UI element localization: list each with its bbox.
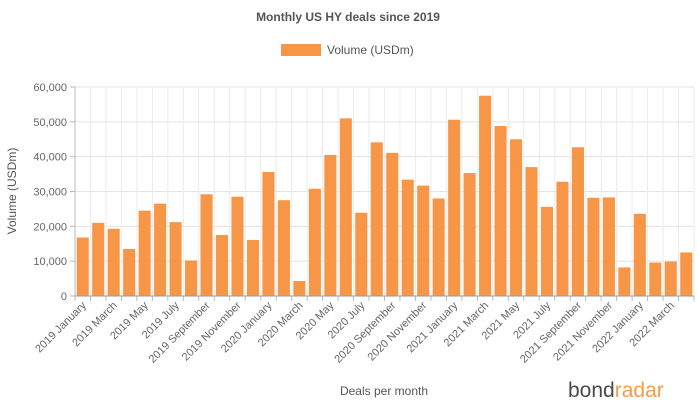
bar[interactable]	[324, 154, 337, 296]
bar[interactable]	[308, 188, 321, 296]
bar[interactable]	[355, 212, 368, 296]
bar[interactable]	[587, 197, 600, 296]
bar[interactable]	[138, 210, 151, 296]
bar[interactable]	[510, 139, 523, 296]
bar[interactable]	[386, 152, 399, 296]
legend-label: Volume (USDm)	[327, 43, 414, 57]
bar[interactable]	[417, 185, 430, 296]
bar[interactable]	[571, 147, 584, 296]
grid	[74, 86, 695, 297]
svg-text:bondradar: bondradar	[568, 379, 664, 402]
bar[interactable]	[401, 179, 414, 296]
bar[interactable]	[494, 126, 507, 296]
bar[interactable]	[479, 95, 492, 296]
bar[interactable]	[463, 173, 476, 296]
logo-part-bond: bond	[568, 379, 615, 402]
bar[interactable]	[680, 252, 693, 296]
legend-swatch	[281, 44, 321, 56]
logo-part-radar: radar	[615, 379, 664, 402]
bar[interactable]	[339, 118, 352, 296]
y-tick-label: 50,000	[33, 117, 67, 129]
bar[interactable]	[618, 267, 631, 296]
bar[interactable]	[76, 237, 89, 296]
y-tick-label: 30,000	[33, 187, 67, 199]
legend[interactable]: Volume (USDm)	[281, 43, 414, 57]
bar[interactable]	[370, 142, 383, 296]
bar[interactable]	[231, 196, 244, 296]
bar[interactable]	[185, 260, 198, 296]
y-tick-label: 40,000	[33, 152, 67, 164]
x-axis-title: Deals per month	[340, 384, 428, 398]
bar[interactable]	[293, 281, 306, 296]
bar[interactable]	[215, 235, 229, 296]
bar[interactable]	[525, 167, 538, 296]
bar[interactable]	[200, 194, 213, 296]
bar[interactable]	[246, 239, 259, 296]
bar[interactable]	[556, 181, 569, 296]
bar[interactable]	[448, 119, 461, 296]
y-tick-label: 10,000	[33, 256, 67, 268]
y-tick-label: 0	[61, 291, 67, 303]
bar[interactable]	[92, 222, 105, 296]
y-tick-label: 20,000	[33, 221, 67, 233]
bar[interactable]	[277, 200, 290, 296]
chart-title: Monthly US HY deals since 2019	[256, 10, 440, 24]
bar[interactable]	[602, 197, 615, 296]
bar[interactable]	[154, 203, 167, 296]
bar[interactable]	[540, 206, 554, 296]
bar[interactable]	[649, 262, 662, 296]
bars	[76, 95, 693, 296]
bar[interactable]	[633, 213, 646, 296]
y-axis-title: Volume (USDm)	[5, 148, 19, 235]
bondradar-logo: bondradar	[568, 379, 664, 402]
bar[interactable]	[169, 222, 182, 296]
bar[interactable]	[123, 248, 136, 296]
y-tick-labels: 0 10,000 20,000 30,000 40,000 50,000 60,000	[33, 82, 67, 303]
y-tick-label: 60,000	[33, 82, 67, 94]
bar[interactable]	[432, 198, 445, 296]
bar[interactable]	[107, 228, 120, 296]
axes	[70, 86, 695, 301]
bar[interactable]	[664, 261, 677, 296]
bar[interactable]	[262, 171, 275, 296]
